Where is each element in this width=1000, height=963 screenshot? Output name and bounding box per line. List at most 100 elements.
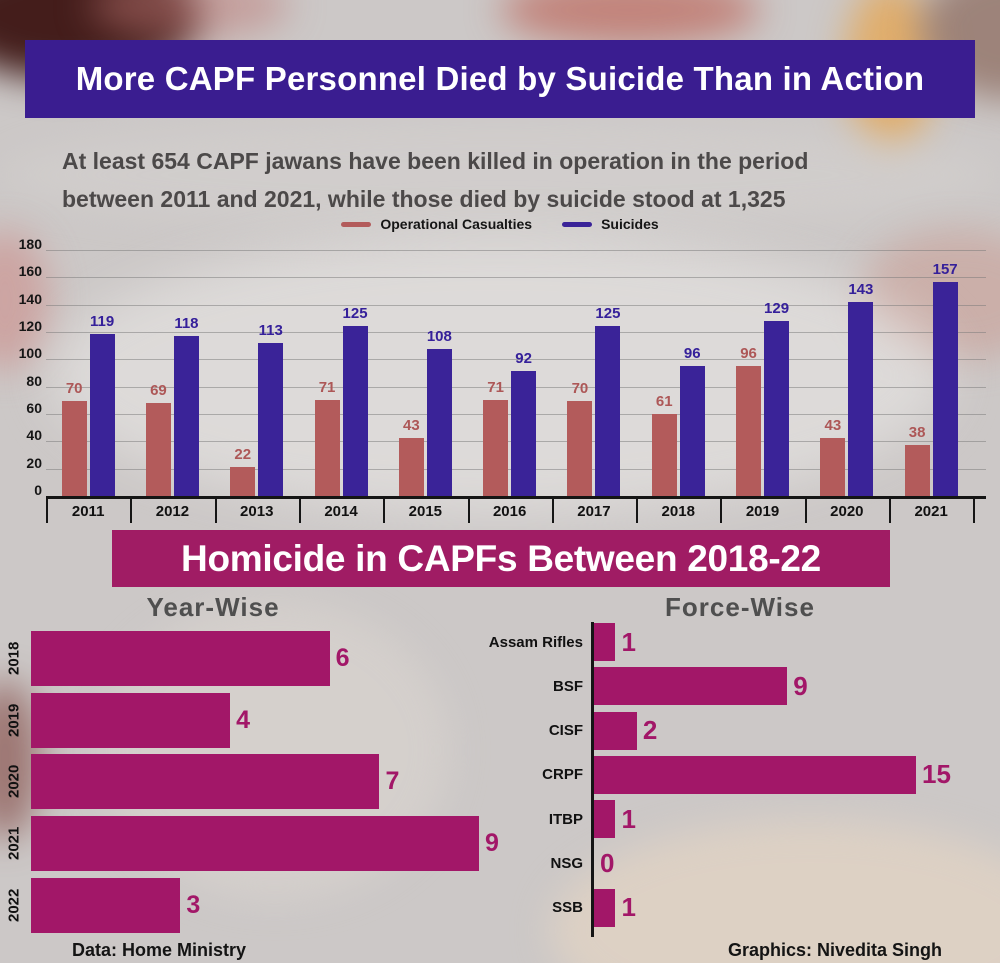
x-axis-tick [720, 499, 723, 523]
page-title: More CAPF Personnel Died by Suicide Than… [75, 60, 925, 97]
value-label-suicides-2021: 157 [932, 261, 958, 279]
year-wise-heading: Year-Wise [146, 592, 280, 622]
value-label-suicides-2012: 118 [174, 314, 199, 332]
y-axis-tick-label: 60 [26, 400, 42, 416]
x-axis: 2011 2012 2013 2014 2015 2016 2017 2018 2019 2020… [46, 496, 986, 526]
value-label-suicides-2013: 113 [258, 321, 283, 339]
x-axis-label-2011: 2011 [71, 503, 105, 520]
x-axis-label-2015: 2015 [408, 503, 443, 520]
data-source-credit: Data: Home Ministry [72, 940, 247, 960]
bar-operational-2012 [145, 402, 171, 497]
value-label-operational-2011: 70 [65, 380, 83, 398]
value-label-suicides-2014: 125 [342, 305, 368, 323]
bar-suicides-2017 [595, 326, 621, 497]
bar-suicides-2013 [258, 342, 284, 497]
y-axis-tick-label: 160 [18, 263, 42, 280]
x-axis-tick [889, 499, 891, 523]
bar-2019 [31, 692, 231, 748]
value-label-2022: 3 [186, 890, 201, 919]
category-label-nsg: NSG [550, 855, 583, 872]
value-label-operational-2016: 71 [487, 378, 504, 396]
value-label-operational-2012: 69 [150, 381, 167, 399]
y-axis-tick-label: 100 [18, 345, 42, 362]
gridline [46, 332, 986, 333]
x-axis-line [46, 496, 986, 499]
value-label-bsf: 9 [793, 670, 808, 701]
bar-operational-2015 [398, 438, 424, 497]
value-label-2019: 4 [236, 705, 251, 734]
bar-crpf [594, 755, 916, 794]
bar-itbp [594, 800, 616, 839]
category-label-2019: 2019 [5, 703, 23, 737]
bar-suicides-2014 [342, 326, 368, 497]
bar-suicides-2021 [932, 282, 958, 497]
x-axis-tick [214, 499, 217, 523]
x-axis-label-2012: 2012 [155, 503, 190, 520]
x-axis-label-2014: 2014 [324, 503, 358, 520]
bar-operational-2013 [230, 466, 256, 497]
bar-operational-2016 [483, 399, 509, 497]
value-label-operational-2014: 71 [318, 378, 336, 396]
bar-2021 [31, 816, 479, 872]
value-label-2018: 6 [335, 644, 350, 672]
background-blob [0, 120, 1000, 230]
category-label-2022: 2022 [5, 888, 23, 922]
y-axis-tick-label: 20 [26, 454, 42, 471]
gridline [46, 359, 986, 361]
value-label-operational-2021: 38 [908, 424, 926, 442]
bar-bsf [594, 667, 788, 706]
bar-2020 [31, 754, 380, 810]
category-label-2021: 2021 [5, 826, 23, 861]
y-axis-tick-label: 180 [18, 236, 42, 252]
category-label-itbp: ITBP [548, 810, 583, 828]
value-label-crpf: 15 [922, 759, 951, 790]
x-axis-tick [130, 499, 133, 523]
header-banner: More CAPF Personnel Died by Suicide Than… [25, 40, 975, 118]
x-axis-label-2013: 2013 [240, 503, 274, 520]
bar-ssb [594, 888, 616, 927]
x-axis-label-2016: 2016 [492, 503, 527, 520]
value-label-operational-2019: 96 [740, 344, 757, 362]
force-wise-axis-line [591, 622, 594, 937]
legend-label-suicides: Suicides [601, 216, 659, 232]
x-axis-tick [467, 499, 470, 523]
bar-operational-2018 [651, 413, 677, 497]
bar-operational-2014 [314, 399, 340, 497]
bar-operational-2011 [61, 401, 87, 497]
value-label-operational-2017: 70 [571, 380, 589, 398]
casualties-suicides-chart: 70 119 69 118 22 113 71 125 43 108 71 92 70 125 61 96 96… [46, 250, 986, 497]
bar-suicides-2011 [89, 334, 115, 497]
value-label-suicides-2016: 92 [515, 350, 532, 368]
value-label-suicides-2015: 108 [426, 328, 452, 346]
bar-suicides-2012 [173, 335, 199, 497]
value-label-assam-rifles: 1 [621, 626, 636, 657]
force-wise-chart: Assam Rifles 1 BSF 9 CISF 2 CRPF 15 ITBP 1 NSG 0 SSB… [420, 622, 1000, 942]
value-label-2020: 7 [385, 767, 400, 796]
bar-suicides-2016 [511, 371, 537, 497]
bar-2022 [31, 877, 181, 933]
gridline [46, 277, 986, 279]
x-axis-label-2020: 2020 [830, 503, 864, 520]
force-wise-heading: Force-Wise [665, 592, 815, 622]
value-label-operational-2015: 43 [403, 417, 420, 435]
y-axis-tick-label: 80 [26, 372, 42, 389]
value-label-cisf: 2 [642, 715, 658, 746]
legend-item-suicides: Suicides [562, 216, 659, 232]
x-axis-label-2021: 2021 [914, 503, 948, 520]
value-label-suicides-2011: 119 [90, 313, 115, 331]
value-label-operational-2013: 22 [234, 445, 252, 463]
subtitle-line-2: between 2011 and 2021, while those died … [62, 186, 786, 212]
bar-assam-rifles [594, 623, 616, 661]
year-wise-chart: 2018 6 2019 4 2020 7 2021 9 2022 3 [0, 631, 540, 936]
gridline [46, 304, 986, 306]
x-axis-tick [383, 499, 386, 523]
bar-suicides-2015 [426, 349, 452, 497]
value-label-operational-2018: 61 [655, 392, 673, 410]
bar-operational-2017 [567, 401, 593, 497]
y-axis-labels: 0 20 40 60 80 100 120 140 160 180 [6, 236, 42, 498]
value-label-itbp: 1 [621, 803, 636, 834]
legend-label-operational: Operational Casualties [380, 216, 533, 232]
y-axis-tick-label: 140 [18, 290, 42, 307]
value-label-2021: 9 [485, 829, 499, 858]
